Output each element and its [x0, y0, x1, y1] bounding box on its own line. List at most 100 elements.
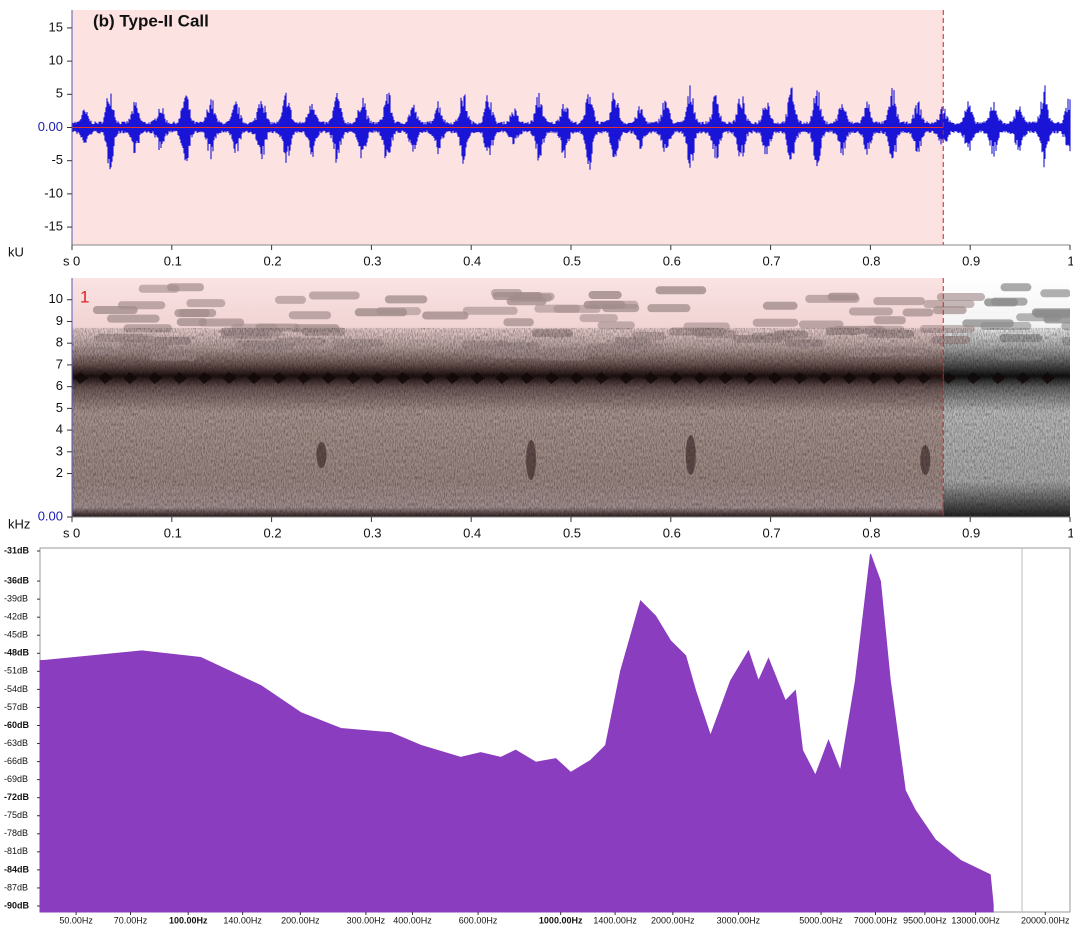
harmonic-band — [545, 372, 560, 384]
harmonic-band — [669, 372, 684, 384]
x-unit: s — [63, 525, 70, 540]
harmonic-band — [743, 372, 758, 384]
x-tick-label: 13000.00Hz — [951, 915, 1000, 925]
y-tick-label: -10 — [44, 185, 63, 200]
x-tick-label: 0.4 — [463, 253, 481, 268]
spectrogram-blob — [588, 300, 639, 309]
y-tick-label: -72dB — [4, 792, 30, 802]
harmonic-band — [718, 372, 733, 384]
spectrogram-blob — [117, 301, 166, 310]
x-tick-label: 600.00Hz — [459, 915, 498, 925]
x-tick-label: 300.00Hz — [347, 915, 386, 925]
spectrogram-blob — [462, 306, 518, 315]
x-tick-label: 1000.00Hz — [539, 915, 583, 925]
x-tick-label: 200.00Hz — [281, 915, 320, 925]
x-tick-label: 0.9 — [962, 253, 980, 268]
x-tick-label: 0 — [73, 253, 80, 268]
x-tick-label: 0.3 — [363, 253, 381, 268]
x-tick-label: 0.2 — [264, 525, 282, 540]
harmonic-band — [322, 372, 336, 384]
x-tick-label: 0.9 — [962, 525, 980, 540]
harmonic-band — [594, 372, 609, 384]
harmonic-band — [123, 372, 138, 384]
y-tick-label: 10 — [49, 53, 63, 68]
chart-title: (b) Type-II Call — [93, 11, 209, 30]
y-tick-label: -31dB — [4, 545, 30, 555]
y-unit: kU — [8, 244, 24, 259]
harmonic-band — [198, 372, 212, 384]
spectrogram-blob — [873, 297, 925, 306]
y-tick-label: -57dB — [4, 702, 28, 712]
harmonic-band — [148, 372, 163, 384]
spectrogram-blob — [655, 286, 707, 295]
spectrogram-blob — [990, 297, 1028, 306]
harmonic-band — [818, 372, 832, 384]
x-tick-label: 0.1 — [164, 525, 182, 540]
x-tick-label: 3000.00Hz — [717, 915, 761, 925]
spectrogram-blob — [503, 318, 534, 327]
x-tick-label: 20000.00Hz — [1021, 915, 1070, 925]
spectrogram-blob — [186, 299, 226, 308]
y-tick-label: 5 — [56, 86, 63, 101]
y-tick-label: -45dB — [4, 630, 28, 640]
y-tick-label: -51dB — [4, 666, 28, 676]
y-tick-label: -60dB — [4, 720, 30, 730]
y-tick-label: -75dB — [4, 810, 28, 820]
x-unit: s — [63, 253, 70, 268]
y-tick-label: -63dB — [4, 738, 28, 748]
harmonic-band — [371, 372, 386, 384]
spectrogram-blob — [647, 304, 691, 313]
x-tick-label: 0.3 — [363, 525, 381, 540]
harmonic-band — [619, 372, 634, 384]
harmonic-band — [446, 372, 460, 384]
harmonic-band — [892, 372, 907, 384]
spectrogram-blob — [1000, 283, 1032, 292]
x-tick-label: 0.4 — [463, 525, 481, 540]
spectrogram-blob — [932, 306, 967, 315]
y-tick-label: 4 — [56, 422, 63, 437]
x-tick-label: 5000.00Hz — [799, 915, 843, 925]
spectrogram-blob — [827, 292, 859, 301]
call-energy — [685, 435, 696, 475]
spectrogram-blob — [178, 308, 217, 317]
x-tick-label: 0.2 — [264, 253, 282, 268]
x-tick-label: 7000.00Hz — [854, 915, 898, 925]
spectrogram-blob — [752, 318, 799, 327]
harmonic-band — [991, 372, 1006, 384]
spectrogram-blob — [936, 293, 986, 302]
spectrogram-blob — [288, 311, 332, 320]
x-tick-label: 0.8 — [862, 525, 880, 540]
spectrum-panel: -31dB -36dB -39dB -42dB -45dB -48dB -51dB -54dB… — [4, 545, 1070, 925]
y-tick-label: -54dB — [4, 684, 28, 694]
x-tick-label: 50.00Hz — [59, 915, 93, 925]
spectrogram-axes: 10 9 8 7 6 5 4 3 2 0.00 0 0.1 0.2 0.3 0.4 0.5 0.6 0.7 0.8 0… — [8, 278, 1073, 540]
call-energy — [526, 440, 537, 480]
spectrogram-panel — [72, 278, 1070, 517]
waveform-panel: 15 10 5 0.00 -5 -10 -15 0 0.1 0.2 0.3 0.4 0.5 0.6 0.7 0… — [8, 10, 1073, 268]
spectrogram-blob — [873, 316, 906, 325]
y-tick-label: -42dB — [4, 612, 28, 622]
x-tick-label: 0.6 — [663, 525, 681, 540]
harmonic-band — [842, 372, 857, 384]
call-energy — [316, 442, 327, 468]
y-tick-label: -36dB — [4, 575, 30, 585]
spectrogram-blob — [798, 320, 844, 329]
harmonic-band — [966, 372, 981, 384]
x-tick-label: 0.1 — [164, 253, 182, 268]
y-tick-label: 3 — [56, 443, 63, 458]
spectrogram-noise — [72, 328, 1070, 517]
harmonic-band — [1041, 372, 1056, 384]
spectrogram-blob — [106, 314, 160, 323]
harmonic-band — [1016, 372, 1031, 384]
harmonic-band — [421, 372, 436, 384]
x-tick-label: 0.7 — [763, 525, 781, 540]
x-tick-label: 1 — [1067, 525, 1073, 540]
harmonic-band — [396, 372, 411, 384]
x-tick-label: 0.7 — [763, 253, 781, 268]
spectrogram-blob — [848, 307, 893, 316]
y-tick-label: 0.00 — [38, 508, 63, 523]
spectrogram-blob — [923, 299, 975, 308]
spectrogram-blob — [597, 321, 635, 330]
spectrogram-blob — [512, 292, 555, 301]
x-tick-label: 400.00Hz — [393, 915, 432, 925]
